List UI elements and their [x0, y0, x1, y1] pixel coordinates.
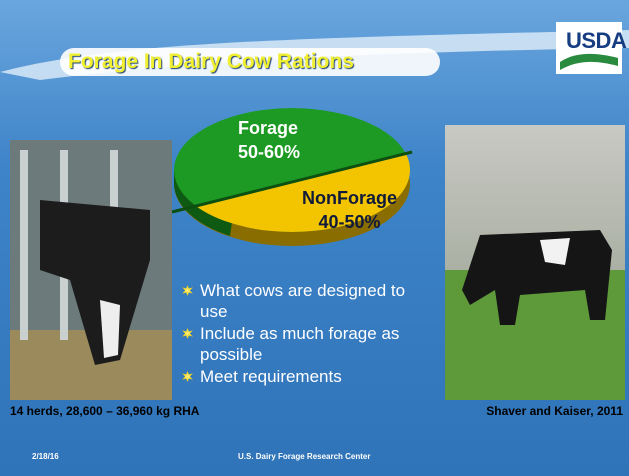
bullet: Include as much forage as possible	[180, 323, 425, 365]
logo-text: USDA	[566, 28, 626, 54]
note-left: 14 herds, 28,600 – 36,960 kg RHA	[10, 404, 199, 418]
footer-center: U.S. Dairy Forage Research Center	[238, 452, 371, 461]
slide: Forage In Dairy Cow Rations USDA Forage …	[0, 0, 629, 476]
slice-range: 50-60%	[238, 140, 300, 164]
bullet-list: What cows are designed to use Include as…	[180, 280, 425, 388]
bullet: What cows are designed to use	[180, 280, 425, 322]
note-right: Shaver and Kaiser, 2011	[486, 404, 623, 418]
photo-right	[445, 125, 625, 400]
slide-title: Forage In Dairy Cow Rations	[68, 50, 354, 74]
bullet: Meet requirements	[180, 366, 425, 387]
footer-date: 2/18/16	[32, 452, 59, 461]
pie-label: NonForage 40-50%	[302, 186, 397, 234]
slice-name: NonForage	[302, 186, 397, 210]
slice-range: 40-50%	[302, 210, 397, 234]
slice-name: Forage	[238, 116, 300, 140]
pie-label: Forage 50-60%	[238, 116, 300, 164]
photo-left	[10, 140, 172, 400]
